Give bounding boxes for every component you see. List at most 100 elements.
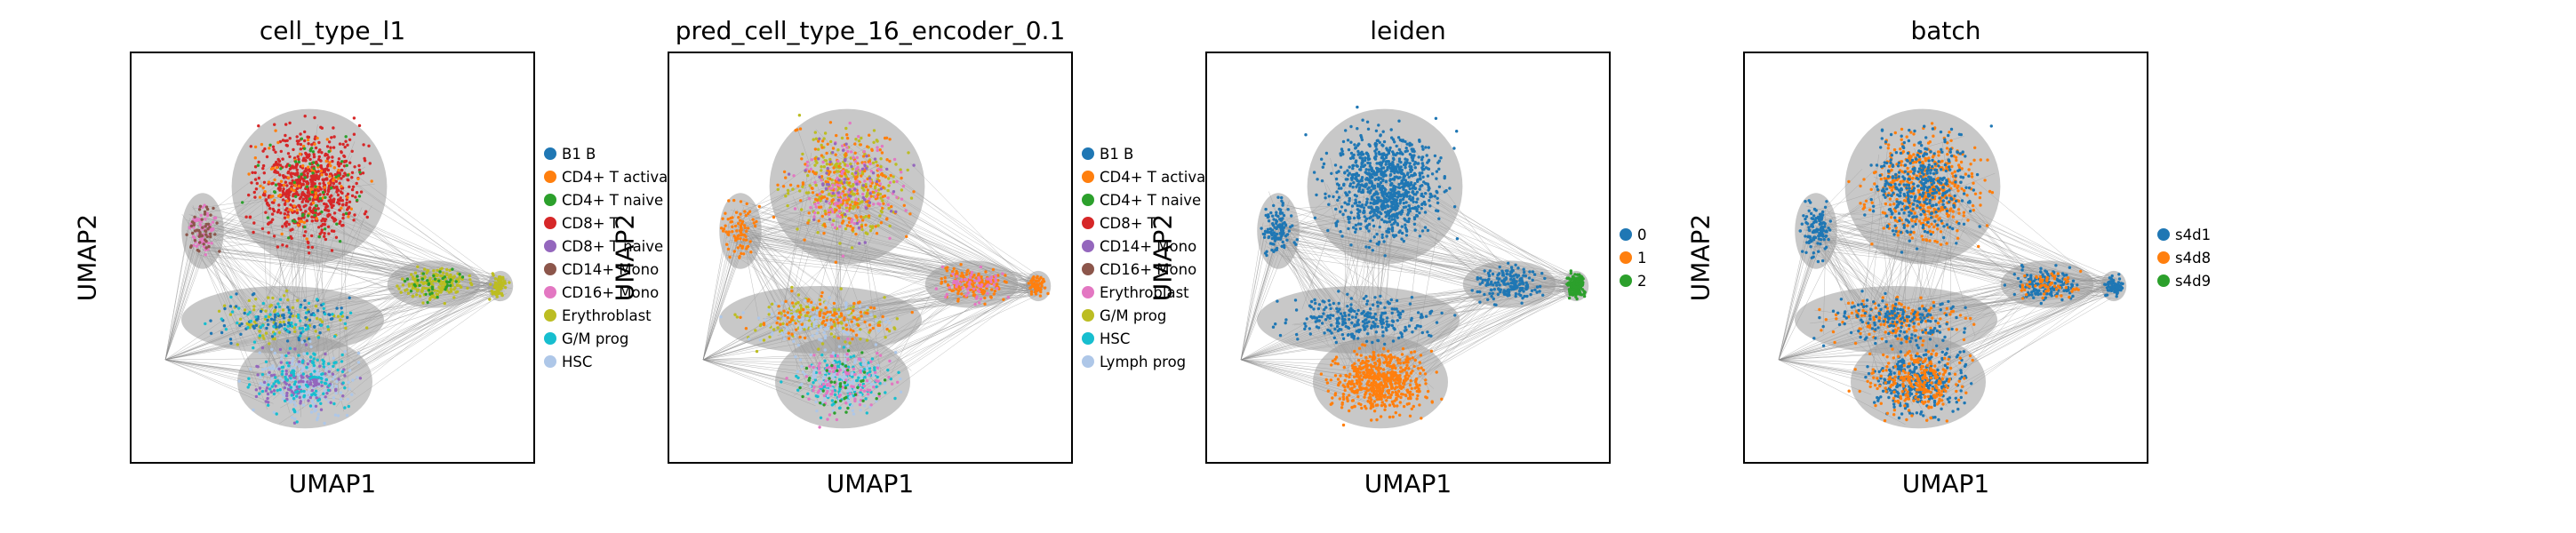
cell-point <box>288 137 292 140</box>
cell-point <box>254 388 258 392</box>
cell-point <box>726 218 730 221</box>
cell-point <box>445 267 449 272</box>
cell-point <box>844 372 849 376</box>
cell-point <box>1356 149 1360 154</box>
cell-point <box>301 368 305 371</box>
cell-point <box>334 385 339 388</box>
cell-point <box>310 176 315 179</box>
cell-point <box>824 212 828 216</box>
cell-point <box>865 366 868 370</box>
cell-point <box>348 161 352 164</box>
cell-point <box>264 211 268 214</box>
cell-point <box>338 221 341 226</box>
cell-point <box>844 402 848 405</box>
cell-point <box>290 187 293 191</box>
cell-point <box>238 317 243 321</box>
cell-point <box>786 311 790 314</box>
cell-point <box>844 410 848 414</box>
cell-point <box>867 361 870 364</box>
cell-point <box>322 365 326 369</box>
cell-point <box>308 383 313 386</box>
legend-marker <box>1082 217 1094 229</box>
cell-point <box>1356 337 1360 340</box>
cell-point <box>813 203 817 206</box>
cell-point <box>843 212 847 217</box>
cell-point <box>1270 248 1274 252</box>
cell-point <box>739 237 742 241</box>
cell-point <box>878 148 882 152</box>
cell-point <box>1268 227 1272 231</box>
cell-point <box>1371 340 1374 345</box>
cell-point <box>838 394 843 397</box>
cell-point <box>278 388 282 392</box>
cell-point <box>745 229 748 233</box>
cell-point <box>849 195 852 198</box>
cell-point <box>1368 143 1372 147</box>
cell-point <box>1397 166 1401 170</box>
legend-marker <box>544 147 556 160</box>
cell-point <box>837 378 842 381</box>
cell-point <box>910 310 914 314</box>
cell-point <box>867 214 871 218</box>
cell-point <box>815 331 819 335</box>
cell-point <box>252 308 256 312</box>
cell-point <box>846 177 850 181</box>
cell-point <box>288 121 292 125</box>
cell-point <box>323 312 327 316</box>
cell-point <box>873 366 876 370</box>
cell-point <box>859 358 862 362</box>
cell-point <box>772 328 776 331</box>
cell-point <box>301 403 306 407</box>
cell-point <box>205 214 210 218</box>
cell-point <box>1279 211 1283 214</box>
cell-point <box>1389 200 1393 203</box>
cell-point <box>1372 224 1376 228</box>
cell-point <box>331 313 334 316</box>
cell-point <box>1358 152 1363 155</box>
cell-point <box>1365 324 1369 328</box>
cell-point <box>825 163 829 166</box>
legend-item: CD14+ Mono <box>544 258 668 281</box>
cell-point <box>267 195 271 199</box>
cell-point <box>813 131 817 134</box>
cell-point <box>1421 147 1425 151</box>
cell-point <box>986 291 989 295</box>
cell-point <box>336 368 340 372</box>
cell-point <box>258 392 261 395</box>
cell-point <box>329 202 333 205</box>
cell-point <box>845 136 850 140</box>
cell-point <box>250 181 253 185</box>
cell-point <box>822 319 826 323</box>
cell-point <box>847 198 851 202</box>
cell-point <box>807 196 812 201</box>
cell-point <box>850 246 854 250</box>
cell-point <box>270 377 274 380</box>
cell-point <box>314 204 318 208</box>
cell-point <box>1412 217 1417 221</box>
cell-point <box>853 399 857 403</box>
cell-point <box>297 203 301 208</box>
cell-point <box>872 203 876 206</box>
cell-point <box>848 206 852 210</box>
cell-point <box>820 175 824 179</box>
cell-point <box>1384 326 1388 330</box>
cell-point <box>311 150 315 154</box>
cell-point <box>830 363 834 368</box>
cell-point <box>1351 166 1355 171</box>
cell-point <box>817 364 820 369</box>
cell-point <box>198 223 203 227</box>
cell-point <box>286 152 291 155</box>
cell-point <box>848 395 852 400</box>
cell-point <box>285 188 290 193</box>
cell-point <box>1346 203 1349 206</box>
cell-point <box>292 166 296 170</box>
cell-point <box>1388 219 1392 224</box>
cell-point <box>1397 190 1401 195</box>
cell-point <box>1412 222 1417 227</box>
cell-point <box>1356 213 1361 218</box>
cell-point <box>367 144 371 147</box>
cell-point <box>279 179 284 183</box>
cell-point <box>1404 181 1408 185</box>
cell-point <box>1435 189 1438 194</box>
cell-point <box>874 195 877 198</box>
